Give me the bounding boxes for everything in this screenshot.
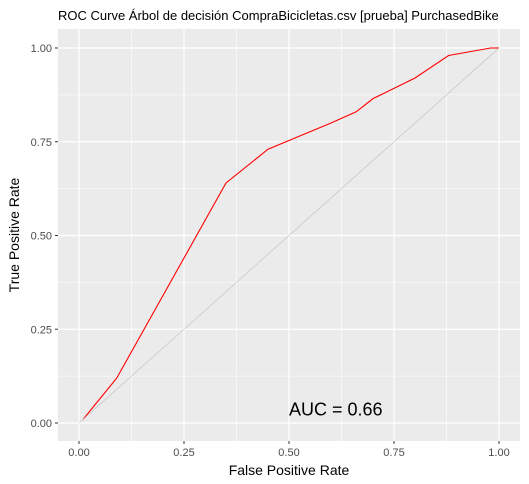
y-axis-ticks: 0.00 0.25 0.50 0.75 1.00 [31, 43, 58, 430]
x-tick-label: 0.25 [173, 447, 194, 459]
chance-diagonal-line [78, 47, 500, 424]
y-tick-label: 0.25 [31, 324, 52, 336]
x-tick-label: 0.50 [278, 447, 299, 459]
auc-annotation: AUC = 0.66 [289, 400, 383, 420]
y-tick-label: 0.50 [31, 231, 52, 243]
y-tick-label: 0.75 [31, 137, 52, 149]
series-layer [78, 47, 500, 424]
x-tick-label: 1.00 [488, 447, 509, 459]
roc-curve-line [82, 47, 499, 420]
x-tick-label: 0.75 [383, 447, 404, 459]
y-tick-label: 0.00 [31, 418, 52, 430]
y-axis-title: True Positive Rate [6, 177, 22, 292]
major-grid [58, 29, 520, 441]
chart-title: ROC Curve Árbol de decisión CompraBicicl… [58, 8, 499, 23]
x-axis-title: False Positive Rate [229, 462, 350, 478]
annotations: AUC = 0.66 [289, 400, 383, 420]
y-tick-label: 1.00 [31, 43, 52, 55]
x-axis-ticks: 0.00 0.25 0.50 0.75 1.00 [68, 441, 510, 459]
x-tick-label: 0.00 [68, 447, 89, 459]
